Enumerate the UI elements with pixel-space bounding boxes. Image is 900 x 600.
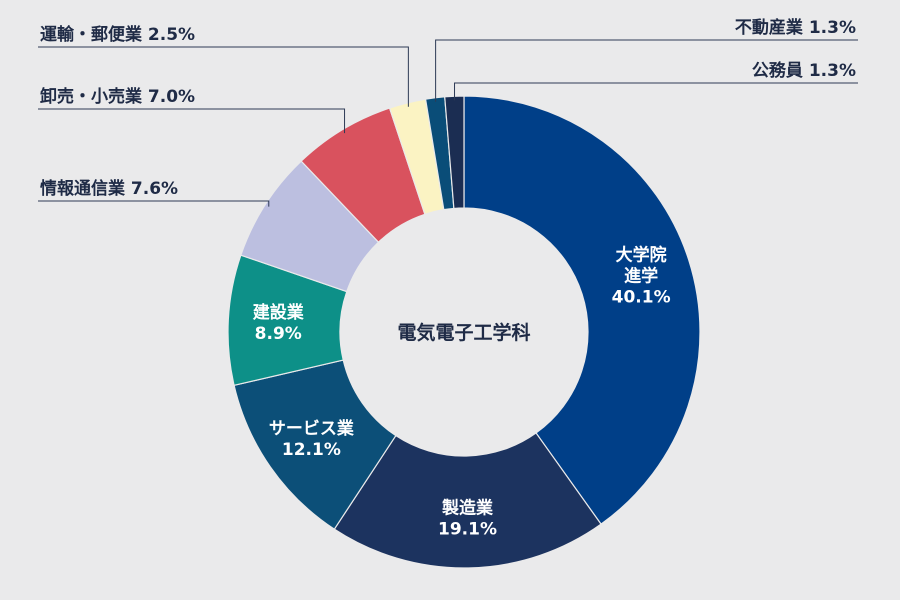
slice-label-3: 建設業 8.9% <box>253 302 304 344</box>
slice-label-2: サービス業 12.1% <box>269 418 354 460</box>
slice-label-0: 大学院進学 40.1% <box>612 244 671 307</box>
slice-label-line: サービス業 <box>269 418 354 439</box>
slice-label-line: 建設業 <box>253 302 304 323</box>
slice-label-4: 情報通信業 7.6% <box>40 178 178 199</box>
slice-label-7: 不動産業 1.3% <box>735 17 856 38</box>
slice-label-5: 卸売・小売業 7.0% <box>40 86 195 107</box>
leader-line-6 <box>38 46 409 107</box>
leader-line-5 <box>38 108 346 134</box>
slice-8 <box>444 95 465 210</box>
leader-line-4 <box>38 200 270 207</box>
slice-label-line: 8.9% <box>255 324 302 344</box>
slice-label-line: 製造業 <box>441 497 493 518</box>
slice-label-line: 19.1% <box>438 519 497 539</box>
slice-label-8: 公務員 1.3% <box>752 60 856 81</box>
slice-label-1: 製造業 19.1% <box>438 497 497 539</box>
slice-1 <box>333 432 602 569</box>
slices-group <box>227 95 701 569</box>
center-title: 電気電子工学科 <box>397 321 530 344</box>
slice-label-line: 12.1% <box>282 440 341 460</box>
slice-label-6: 運輸・郵便業 2.5% <box>40 24 195 45</box>
leader-line-8 <box>454 82 858 101</box>
slice-label-line: 大学院 <box>616 244 667 265</box>
slice-labels: 大学院進学 40.1% 製造業 19.1% サービス業 12.1% 建設業 8.9% 情報通信業… <box>40 17 856 539</box>
leader-lines <box>38 39 858 207</box>
slice-label-line: 40.1% <box>612 287 671 307</box>
slice-label-line: 進学 <box>624 265 658 286</box>
slice-0 <box>463 95 701 525</box>
leader-line-7 <box>435 39 858 102</box>
